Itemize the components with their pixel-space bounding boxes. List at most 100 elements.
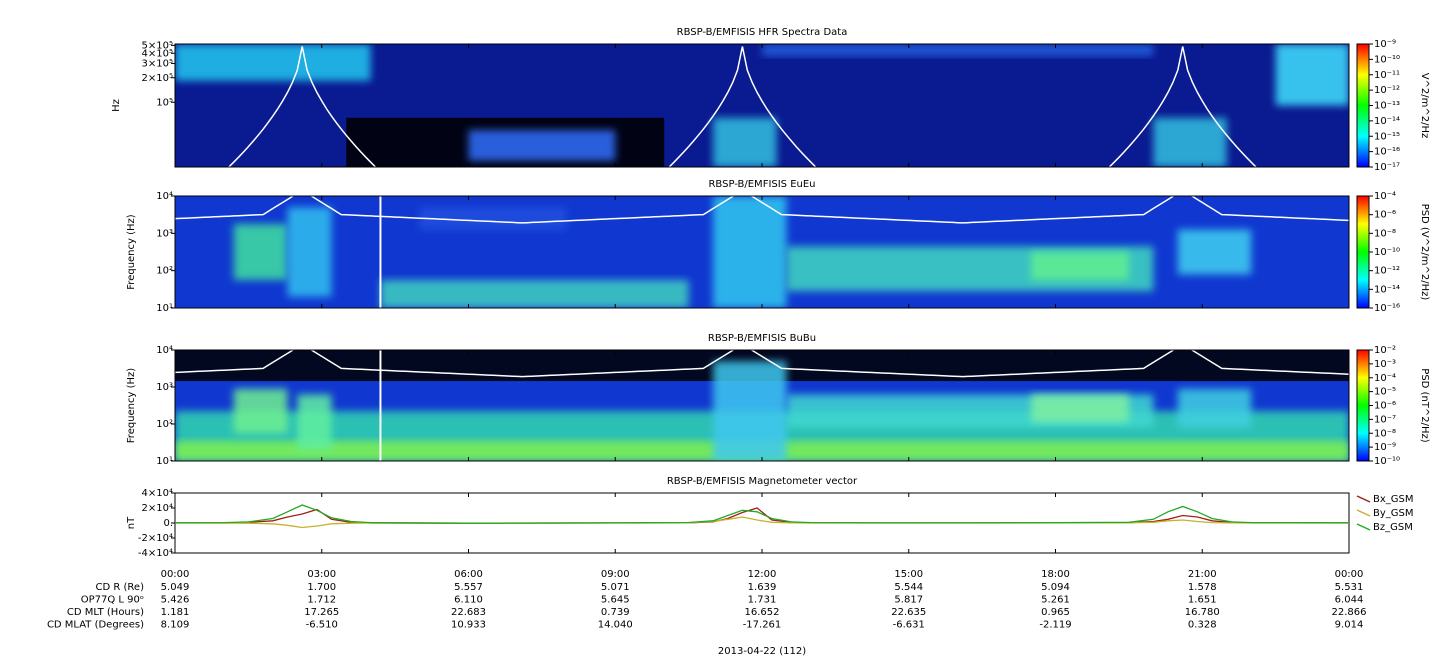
y-tick-label: 10³ — [156, 228, 173, 239]
colorbar — [1356, 349, 1370, 462]
ephemeris-value: 5.645 — [601, 595, 630, 606]
ephemeris-value: 17.265 — [304, 607, 339, 618]
ephemeris-value: 0.739 — [601, 607, 630, 618]
colorbar-tick-label: 10⁻¹⁰ — [1374, 247, 1400, 258]
ephemeris-value: 5.261 — [1041, 595, 1070, 606]
model-curve — [175, 350, 1349, 378]
y-tick-label: -4×10⁴ — [138, 548, 173, 559]
ephemeris-value: 8.109 — [161, 620, 190, 631]
ephemeris-row-label: OP77Q L 90ᵒ — [81, 595, 144, 606]
colorbar-tick-label: 10⁻⁴ — [1374, 191, 1396, 202]
y-tick-label: 10³ — [156, 382, 173, 393]
model-curve — [227, 46, 1258, 167]
spectrogram-image — [175, 350, 1349, 461]
ephemeris-value: 16.780 — [1185, 607, 1220, 618]
colorbar-tick-label: 10⁻⁸ — [1374, 428, 1396, 439]
legend-swatch — [1356, 509, 1371, 517]
colorbar-tick-label: 10⁻¹⁷ — [1374, 162, 1400, 173]
legend-swatch — [1356, 523, 1371, 531]
y-axis-label: Hz — [111, 99, 122, 112]
panel-title: RBSP-B/EMFISIS EuEu — [708, 179, 815, 190]
colorbar-tick-label: 10⁻⁴ — [1374, 373, 1396, 384]
colorbar — [1356, 43, 1370, 168]
ephemeris-row-label: CD MLAT (Degrees) — [47, 620, 144, 631]
y-tick-label: 2×10⁴ — [142, 503, 173, 514]
ephemeris-value: 5.049 — [161, 582, 190, 593]
spectrogram-region — [1153, 117, 1227, 167]
x-tick-label: 06:00 — [454, 569, 483, 580]
spectrogram-region — [468, 130, 616, 161]
ephemeris-value: 1.578 — [1188, 582, 1217, 593]
ephemeris-value: 6.110 — [454, 595, 483, 606]
spectrogram-region — [1177, 229, 1252, 275]
ephemeris-value: 0.965 — [1041, 607, 1070, 618]
colorbar-tick-label: 10⁻¹⁰ — [1374, 456, 1400, 467]
ephemeris-value: -2.119 — [1039, 620, 1071, 631]
x-tick-label: 09:00 — [601, 569, 630, 580]
spectrogram-region — [713, 361, 787, 461]
series-line — [174, 504, 1350, 524]
y-tick-label: 10¹ — [156, 456, 173, 467]
ephemeris-value: 22.866 — [1332, 607, 1367, 618]
y-tick-label: 10⁴ — [156, 191, 173, 202]
spectrogram-region — [762, 44, 1154, 57]
date-label: 2013-04-22 (112) — [718, 646, 806, 657]
ephemeris-value: 1.651 — [1188, 595, 1217, 606]
ephemeris-value: 5.094 — [1041, 582, 1070, 593]
spectrogram-region — [287, 207, 332, 297]
spectrogram-region — [380, 280, 689, 308]
ephemeris-value: 5.557 — [454, 582, 483, 593]
ephemeris-row-label: CD MLT (Hours) — [67, 607, 144, 618]
spectrogram-region — [1275, 44, 1349, 106]
colorbar-tick-label: 10⁻¹¹ — [1374, 70, 1400, 81]
spectrogram-region — [297, 394, 332, 450]
spectrogram-region — [233, 224, 288, 280]
x-tick-label: 12:00 — [748, 569, 777, 580]
legend-label: By_GSM — [1373, 508, 1414, 519]
ephemeris-value: -6.631 — [893, 620, 925, 631]
legend-swatch — [1356, 495, 1371, 503]
series-line — [174, 516, 1349, 529]
colorbar-label: PSD (nT^2/Hz) — [1419, 368, 1430, 442]
panel-title: RBSP-B/EMFISIS Magnetometer vector — [667, 476, 858, 487]
y-axis-label: nT — [126, 516, 137, 529]
ephemeris-value: 1.731 — [748, 595, 777, 606]
y-tick-label: 4×10⁵ — [142, 48, 173, 59]
colorbar-tick-label: 10⁻⁹ — [1374, 39, 1396, 50]
ephemeris-value: -6.510 — [306, 620, 338, 631]
y-tick-label: 0. — [163, 518, 173, 529]
colorbar-tick-label: 10⁻¹⁵ — [1374, 131, 1400, 142]
model-curve — [175, 196, 1349, 224]
spectrogram-region — [1031, 252, 1129, 280]
ephemeris-value: 9.014 — [1335, 620, 1364, 631]
ephemeris-value: 1.700 — [307, 582, 336, 593]
colorbar-tick-label: 10⁻¹⁶ — [1374, 303, 1400, 314]
spectrogram-region — [713, 196, 787, 308]
y-tick-label: 10⁴ — [156, 345, 173, 356]
panel-frame — [174, 195, 1350, 309]
spectrogram-region — [1177, 388, 1252, 428]
colorbar-tick-label: 10⁻¹⁴ — [1374, 284, 1400, 295]
spectrogram-region — [233, 388, 288, 434]
series-line — [175, 507, 1349, 524]
ephemeris-value: 22.683 — [451, 607, 486, 618]
legend-label: Bx_GSM — [1373, 494, 1414, 505]
ephemeris-row-label: CD R (Re) — [96, 582, 145, 593]
spectrogram-region — [1031, 394, 1129, 423]
spectrogram-region — [713, 117, 777, 167]
spectrogram-image — [175, 196, 1349, 308]
legend-label: Bz_GSM — [1373, 522, 1413, 533]
colorbar-tick-label: 10⁻⁸ — [1374, 228, 1396, 239]
y-tick-label: 10² — [156, 419, 173, 430]
ephemeris-value: 16.652 — [745, 607, 780, 618]
y-tick-label: 10² — [156, 266, 173, 277]
ephemeris-value: 5.426 — [161, 595, 190, 606]
colorbar-tick-label: 10⁻⁹ — [1374, 442, 1396, 453]
colorbar-tick-label: 10⁻¹⁶ — [1374, 147, 1400, 158]
colorbar-tick-label: 10⁻³ — [1374, 359, 1396, 370]
colorbar-tick-label: 10⁻² — [1374, 345, 1396, 356]
ephemeris-value: -17.261 — [743, 620, 782, 631]
spectrogram-image — [175, 44, 1349, 167]
x-tick-label: 00:00 — [1335, 569, 1364, 580]
